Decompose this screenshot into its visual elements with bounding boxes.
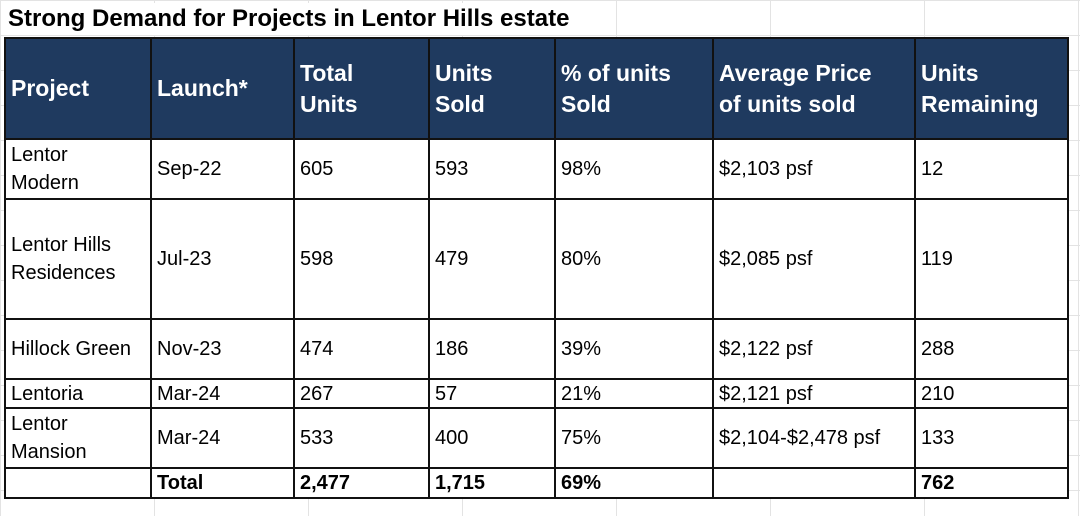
units-remaining-cell: 133 bbox=[914, 407, 1069, 469]
project-cell: Lentor Modern bbox=[4, 138, 152, 200]
project-cell: Hillock Green bbox=[4, 318, 152, 380]
launch-cell: Mar-24 bbox=[150, 407, 295, 469]
units-sold-cell: 186 bbox=[428, 318, 556, 380]
total-units-cell: 267 bbox=[293, 378, 430, 409]
pct-sold-cell: 80% bbox=[554, 198, 714, 320]
avg-price-cell: $2,085 psf bbox=[712, 198, 916, 320]
total-remaining-cell: 762 bbox=[914, 467, 1069, 499]
header-units-remaining: Units Remaining bbox=[914, 37, 1069, 140]
table-row: Lentor Hills Residences Jul-23 598 479 80… bbox=[4, 198, 1069, 320]
demand-table: Project Launch* Total Units Units Sold % o… bbox=[4, 37, 1069, 499]
units-remaining-cell: 12 bbox=[914, 138, 1069, 200]
pct-sold-cell: 98% bbox=[554, 138, 714, 200]
launch-cell: Jul-23 bbox=[150, 198, 295, 320]
avg-price-cell: $2,104-$2,478 psf bbox=[712, 407, 916, 469]
pct-sold-cell: 21% bbox=[554, 378, 714, 409]
total-avg-price-cell bbox=[712, 467, 916, 499]
total-pct-cell: 69% bbox=[554, 467, 714, 499]
avg-price-cell: $2,122 psf bbox=[712, 318, 916, 380]
header-row: Project Launch* Total Units Units Sold % o… bbox=[4, 37, 1069, 140]
header-launch: Launch* bbox=[150, 37, 295, 140]
launch-cell: Mar-24 bbox=[150, 378, 295, 409]
total-units-cell: 2,477 bbox=[293, 467, 430, 499]
header-project: Project bbox=[4, 37, 152, 140]
units-sold-cell: 593 bbox=[428, 138, 556, 200]
units-remaining-cell: 288 bbox=[914, 318, 1069, 380]
pct-sold-cell: 75% bbox=[554, 407, 714, 469]
total-empty-cell bbox=[4, 467, 152, 499]
table-row: Lentoria Mar-24 267 57 21% $2,121 psf 21… bbox=[4, 378, 1069, 409]
table-title: Strong Demand for Projects in Lentor Hil… bbox=[8, 3, 576, 35]
total-units-cell: 533 bbox=[293, 407, 430, 469]
table-row: Hillock Green Nov-23 474 186 39% $2,122 … bbox=[4, 318, 1069, 380]
table-row: Lentor Modern Sep-22 605 593 98% $2,103 p… bbox=[4, 138, 1069, 200]
total-row: Total 2,477 1,715 69% 762 bbox=[4, 467, 1069, 499]
pct-sold-cell: 39% bbox=[554, 318, 714, 380]
avg-price-cell: $2,121 psf bbox=[712, 378, 916, 409]
launch-cell: Sep-22 bbox=[150, 138, 295, 200]
avg-price-cell: $2,103 psf bbox=[712, 138, 916, 200]
launch-cell: Nov-23 bbox=[150, 318, 295, 380]
total-sold-cell: 1,715 bbox=[428, 467, 556, 499]
table-row: Lentor Mansion Mar-24 533 400 75% $2,104-… bbox=[4, 407, 1069, 469]
units-sold-cell: 479 bbox=[428, 198, 556, 320]
total-units-cell: 605 bbox=[293, 138, 430, 200]
units-remaining-cell: 210 bbox=[914, 378, 1069, 409]
header-avg-price: Average Price of units sold bbox=[712, 37, 916, 140]
units-remaining-cell: 119 bbox=[914, 198, 1069, 320]
total-units-cell: 598 bbox=[293, 198, 430, 320]
project-cell: Lentor Hills Residences bbox=[4, 198, 152, 320]
units-sold-cell: 400 bbox=[428, 407, 556, 469]
total-units-cell: 474 bbox=[293, 318, 430, 380]
header-units-sold: Units Sold bbox=[428, 37, 556, 140]
project-cell: Lentoria bbox=[4, 378, 152, 409]
project-cell: Lentor Mansion bbox=[4, 407, 152, 469]
units-sold-cell: 57 bbox=[428, 378, 556, 409]
total-label-cell: Total bbox=[150, 467, 295, 499]
header-pct-sold: % of units Sold bbox=[554, 37, 714, 140]
header-total-units: Total Units bbox=[293, 37, 430, 140]
